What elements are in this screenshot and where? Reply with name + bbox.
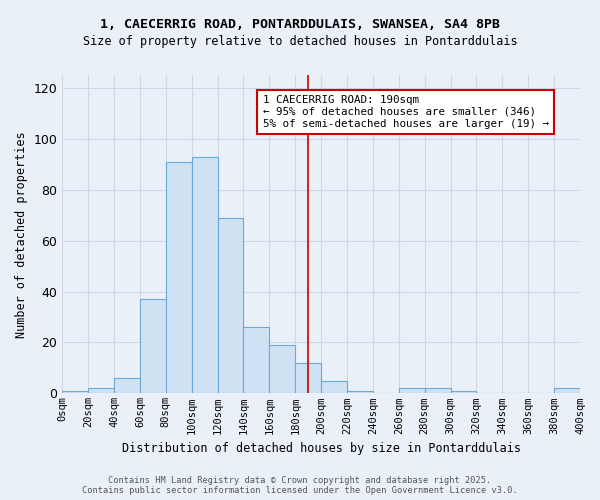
- Bar: [269, 345, 295, 394]
- Bar: [554, 388, 580, 394]
- Bar: [192, 156, 218, 394]
- Bar: [347, 391, 373, 394]
- Text: Contains public sector information licensed under the Open Government Licence v3: Contains public sector information licen…: [82, 486, 518, 495]
- Bar: [140, 299, 166, 394]
- Text: 1 CAECERRIG ROAD: 190sqm
← 95% of detached houses are smaller (346)
5% of semi-d: 1 CAECERRIG ROAD: 190sqm ← 95% of detach…: [263, 96, 549, 128]
- Text: Size of property relative to detached houses in Pontarddulais: Size of property relative to detached ho…: [83, 35, 517, 48]
- Bar: [166, 162, 192, 394]
- Y-axis label: Number of detached properties: Number of detached properties: [15, 131, 28, 338]
- Text: 1, CAECERRIG ROAD, PONTARDDULAIS, SWANSEA, SA4 8PB: 1, CAECERRIG ROAD, PONTARDDULAIS, SWANSE…: [100, 18, 500, 30]
- Bar: [88, 388, 114, 394]
- Bar: [114, 378, 140, 394]
- Text: Contains HM Land Registry data © Crown copyright and database right 2025.: Contains HM Land Registry data © Crown c…: [109, 476, 491, 485]
- Bar: [62, 391, 88, 394]
- Bar: [451, 391, 476, 394]
- Bar: [425, 388, 451, 394]
- Bar: [295, 363, 321, 394]
- Bar: [321, 380, 347, 394]
- X-axis label: Distribution of detached houses by size in Pontarddulais: Distribution of detached houses by size …: [122, 442, 521, 455]
- Bar: [244, 327, 269, 394]
- Bar: [399, 388, 425, 394]
- Bar: [218, 218, 244, 394]
